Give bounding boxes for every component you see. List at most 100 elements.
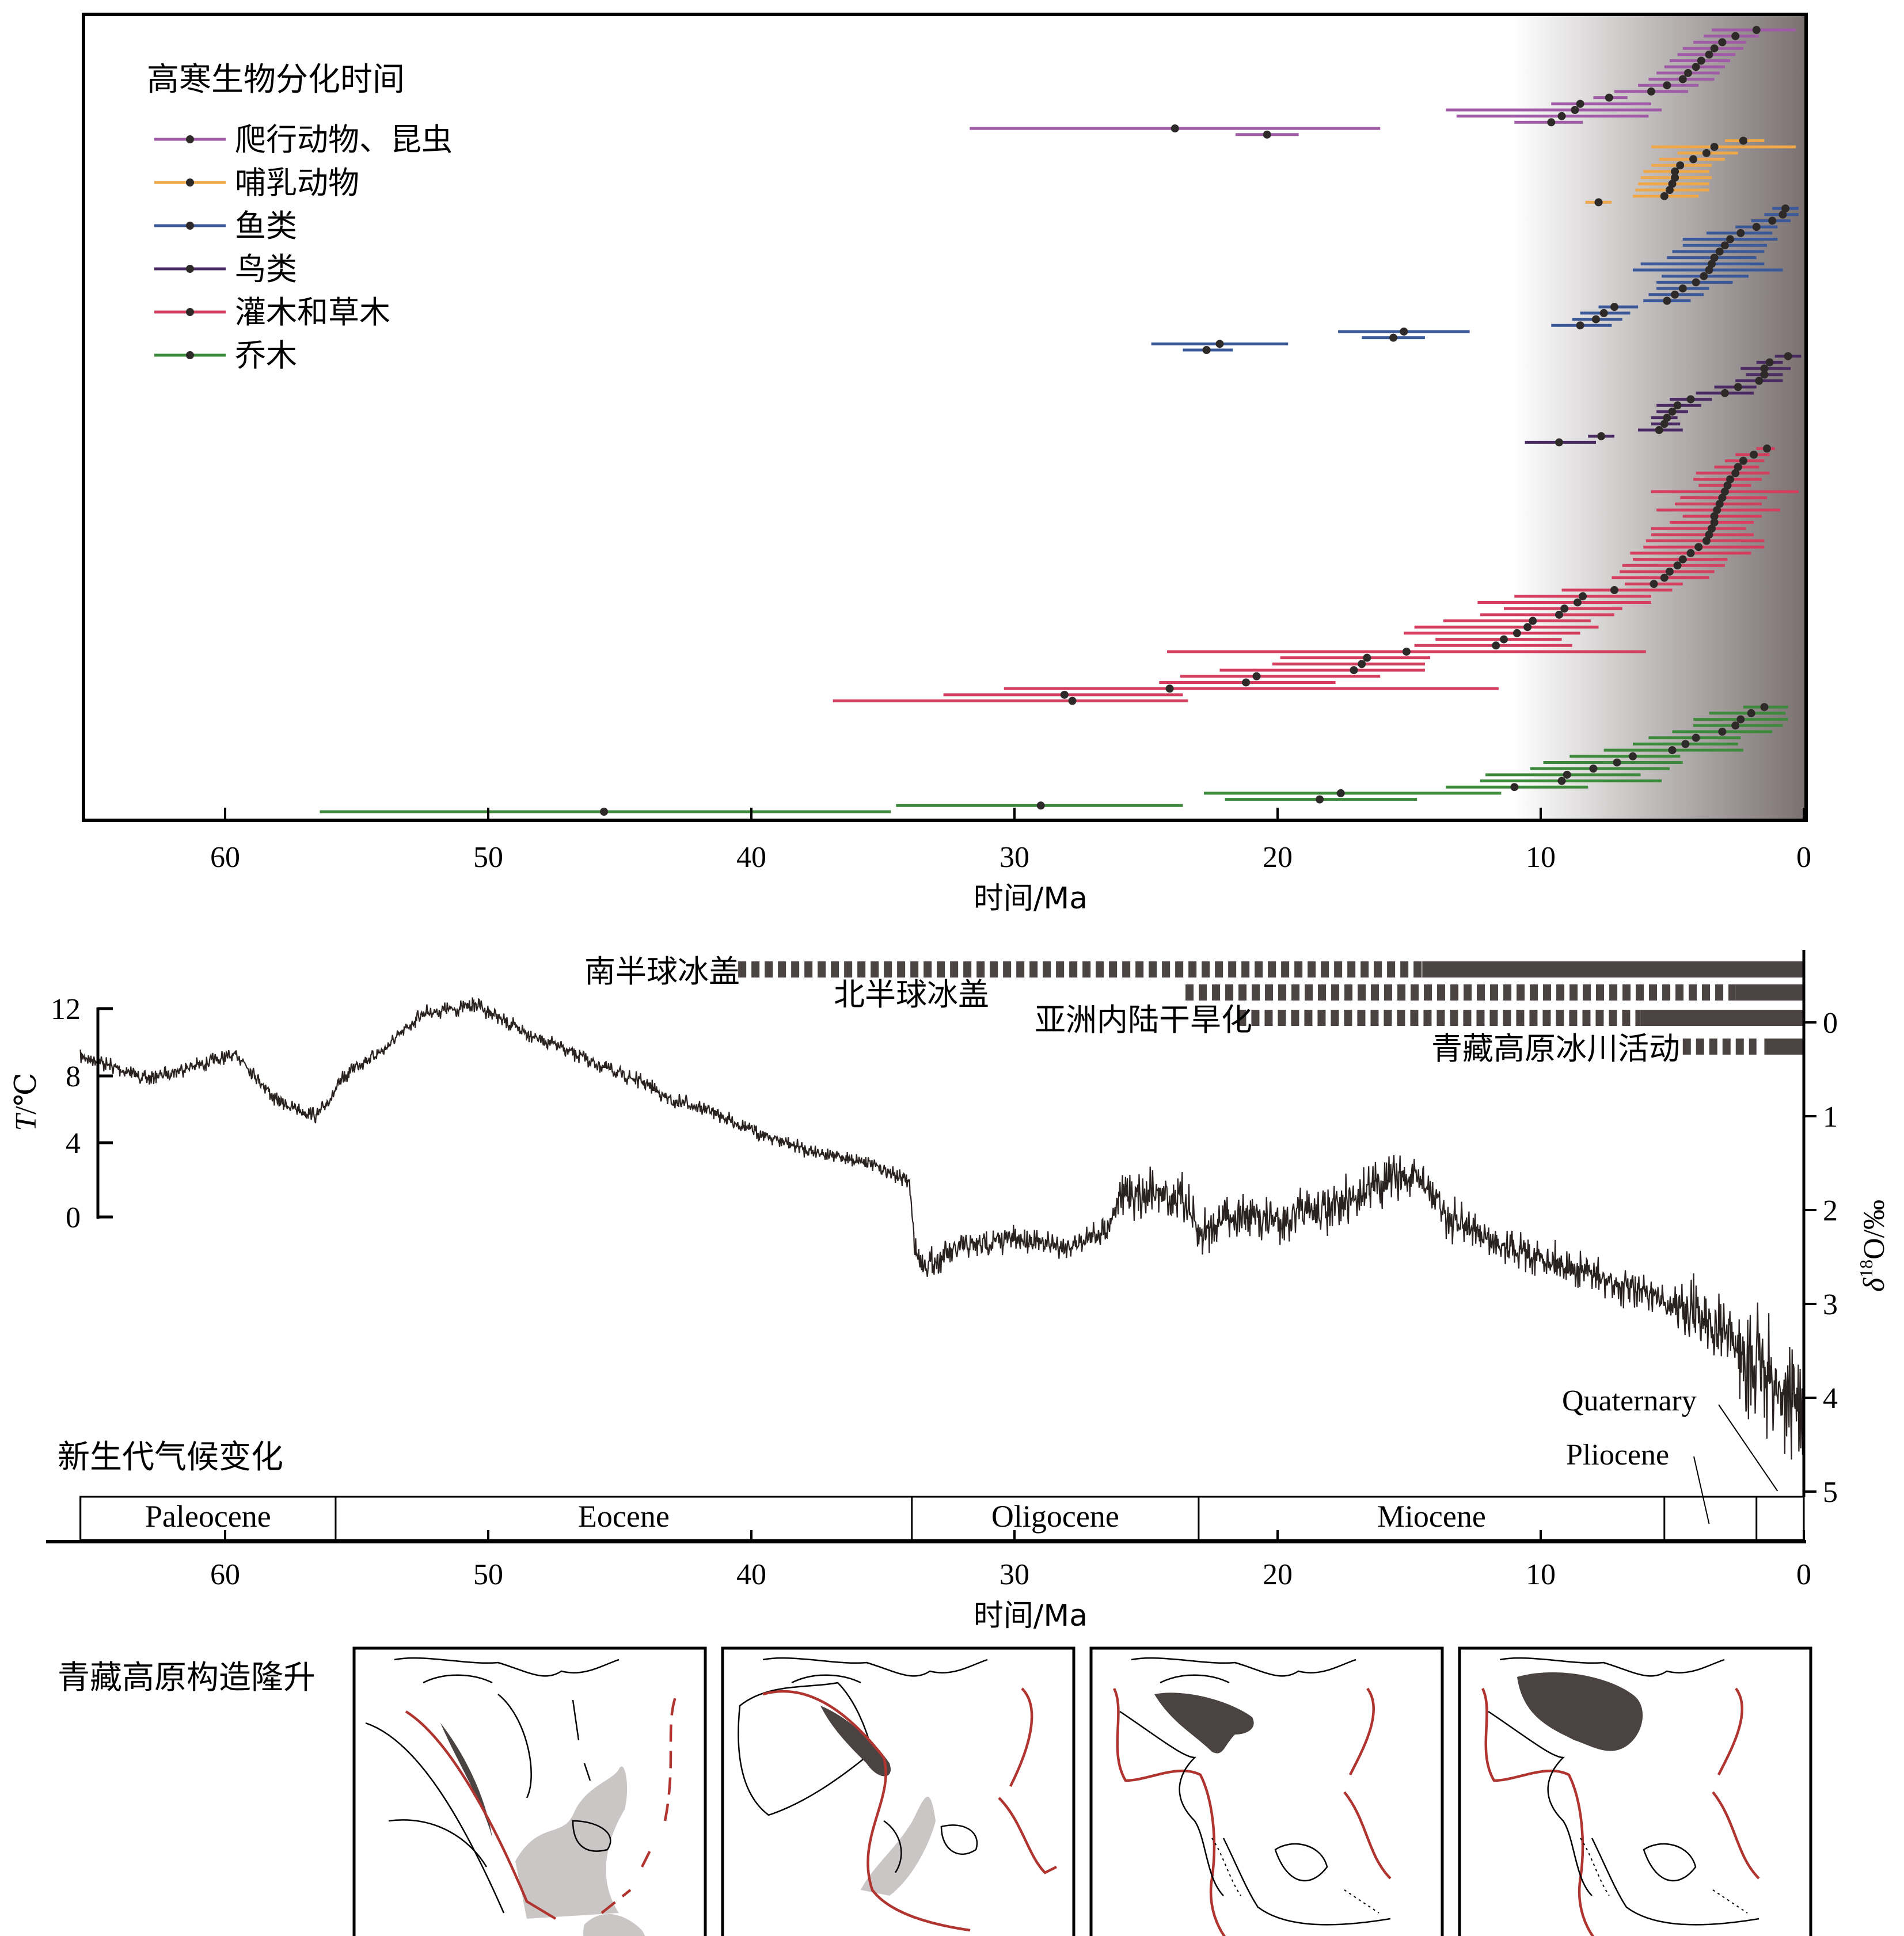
legend-label: 乔木 [235, 337, 297, 374]
event-bar-label: 南半球冰盖 [584, 953, 740, 990]
event-bar: 亚洲内陆干旱化 [1035, 1002, 1804, 1038]
median-point [1512, 629, 1521, 637]
median-point [1713, 506, 1721, 515]
x-tick-label: 10 [1526, 841, 1556, 874]
timescale-axis-label: 时间/Ma [974, 1599, 1088, 1633]
median-point [1613, 758, 1621, 767]
coastline [1481, 1687, 1595, 1936]
coastline [762, 1657, 988, 1684]
isotope-tick-label: 3 [1823, 1288, 1838, 1321]
median-point [1215, 340, 1224, 348]
temperature-tick-label: 0 [66, 1201, 81, 1234]
median-point [1571, 106, 1579, 115]
coastline [1591, 1838, 1759, 1926]
x-tick-label: 50 [473, 841, 503, 874]
interval-layer [320, 26, 1802, 816]
median-point [1705, 50, 1713, 59]
series-2-intervals [1585, 136, 1796, 207]
median-point [1579, 592, 1587, 600]
temperature-axis-label: T/℃ [10, 1072, 43, 1131]
legend-label: 鸟类 [235, 251, 297, 287]
x-tick-label: 0 [1796, 841, 1811, 874]
median-point [1671, 167, 1679, 176]
x-tick-label: 40 [736, 841, 766, 874]
epoch-strip [79, 1496, 1805, 1541]
initial-uplift-map-icon [721, 1646, 1075, 1936]
median-point [1681, 740, 1690, 748]
median-point [1731, 721, 1740, 730]
median-point [1781, 204, 1790, 213]
median-point [1555, 610, 1563, 619]
median-point [1068, 697, 1077, 705]
mature-plateau-map-icon [1458, 1646, 1812, 1936]
median-point [1763, 444, 1772, 453]
event-bar-label: 青藏高原冰川活动 [1431, 1030, 1680, 1067]
epoch-label: Miocene [1377, 1499, 1486, 1534]
median-point [1523, 623, 1532, 632]
legend-label: 灌木和草木 [235, 294, 390, 330]
isotope-tick-label: 0 [1823, 1007, 1838, 1040]
median-point [1610, 586, 1618, 595]
uplift-zone [1517, 1672, 1643, 1751]
shallow-sea [515, 1766, 628, 1919]
map-frame [1458, 1646, 1812, 1936]
plot-frame [82, 13, 1808, 822]
legend-marker [186, 222, 194, 230]
median-point [1678, 284, 1687, 293]
median-point [1591, 315, 1600, 324]
median-point [1671, 173, 1679, 182]
coastline [1712, 1687, 1760, 1880]
median-point [1400, 327, 1408, 336]
event-bar: 北半球冰盖 [834, 976, 1804, 1013]
median-point [1784, 352, 1792, 360]
coastline [1343, 1687, 1392, 1880]
uplift-zone [1154, 1692, 1254, 1754]
epoch-label: Oligocene [991, 1499, 1119, 1534]
median-point [1715, 247, 1724, 256]
coastline [394, 1657, 620, 1684]
quaternary-callout: Quaternary [1562, 1385, 1697, 1417]
legend-marker [186, 351, 194, 359]
coastline [365, 1722, 505, 1914]
median-point [1739, 457, 1747, 465]
median-point [1710, 512, 1719, 520]
median-point [1686, 549, 1695, 557]
median-point [1660, 420, 1669, 428]
pliocene-callout: Pliocene [1566, 1439, 1669, 1471]
median-point [1673, 401, 1682, 410]
median-point [1692, 63, 1700, 71]
median-point [1660, 192, 1669, 200]
coastline [1488, 1710, 1593, 1896]
median-point [1663, 81, 1671, 90]
event-bar: 南半球冰盖 [584, 953, 1804, 990]
median-point [1708, 524, 1716, 533]
coastline [1119, 1710, 1224, 1896]
median-point [1576, 100, 1584, 108]
isotope-tick-label: 4 [1823, 1382, 1838, 1415]
epoch-label: Eocene [578, 1499, 670, 1534]
median-point [1747, 709, 1755, 717]
timescale-tick-label: 40 [736, 1558, 766, 1591]
median-point [1316, 795, 1324, 804]
median-point [1573, 598, 1582, 607]
median-point [1350, 666, 1358, 675]
legend-marker [186, 178, 194, 187]
median-point [1697, 56, 1705, 65]
temperature-axis: 12 8 4 0 [51, 993, 113, 1234]
timescale-axis: 60 50 40 30 20 10 0 [46, 1530, 1811, 1591]
median-point [1668, 407, 1677, 416]
median-point [1692, 733, 1700, 742]
median-point [1202, 346, 1211, 355]
isotope-tick-label: 5 [1823, 1476, 1838, 1509]
median-point [1599, 309, 1608, 317]
median-point [1739, 136, 1747, 145]
median-point [1734, 383, 1742, 391]
median-point [1720, 241, 1729, 250]
median-point [1557, 777, 1566, 785]
median-point [1242, 678, 1251, 687]
median-point [1755, 376, 1764, 385]
legend-title: 高寒生物分化时间 [147, 61, 405, 98]
